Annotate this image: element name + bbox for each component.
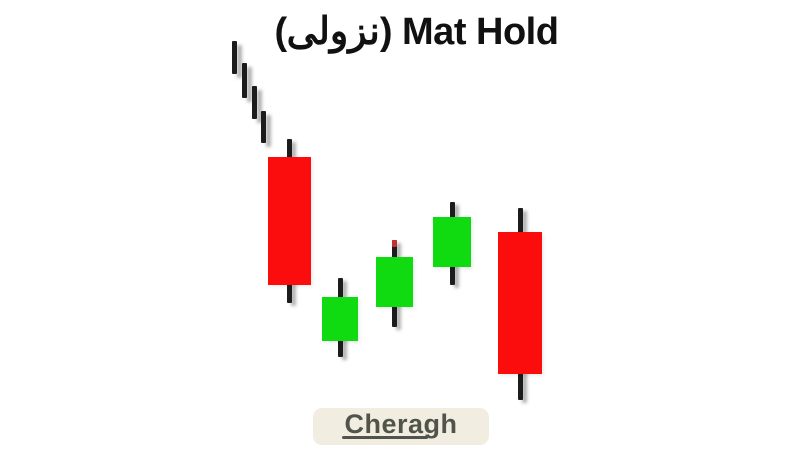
downtrend-tick-3	[251, 86, 257, 119]
bearish-candle-2-body	[498, 232, 542, 374]
downtrend-tick-1	[231, 41, 237, 74]
bearish-candle-1-body	[267, 157, 311, 285]
pattern-title: Mat Hold (نزولی)	[274, 11, 559, 53]
bullish-candle-2-wick-red-tip	[391, 240, 397, 247]
cheragh-logo-text: Cheragh	[344, 409, 458, 439]
downtrend-tick-2	[241, 63, 247, 98]
cheragh-logo-underline	[342, 436, 428, 439]
cheragh-logo-badge: Cheragh	[313, 408, 489, 445]
downtrend-tick-4	[260, 111, 266, 143]
bullish-candle-1-body	[322, 297, 358, 341]
bullish-candle-2-body	[375, 257, 413, 307]
bullish-candle-3-body	[433, 217, 471, 267]
